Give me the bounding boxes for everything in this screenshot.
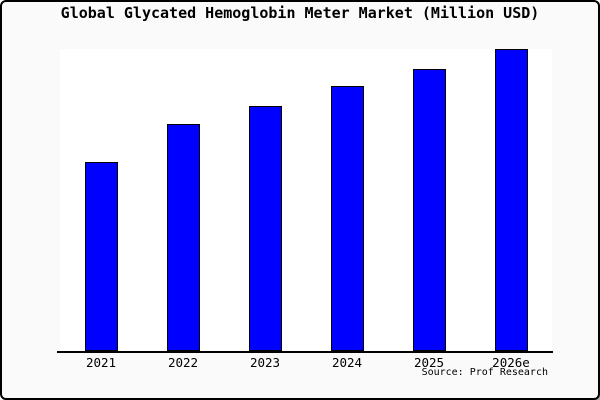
chart-title: Global Glycated Hemoglobin Meter Market … <box>60 4 540 22</box>
bar-2022 <box>166 124 200 351</box>
bar-2025 <box>412 69 446 351</box>
x-tick-label-2026e: 2026e <box>492 355 530 370</box>
x-axis-line <box>57 351 553 353</box>
x-tick-label-2024: 2024 <box>331 355 363 370</box>
bar-2021 <box>84 162 118 351</box>
x-tick-label-2022: 2022 <box>167 355 199 370</box>
x-tick-label-2025: 2025 <box>413 355 445 370</box>
bar-2024 <box>330 86 364 351</box>
bar-2023 <box>248 106 282 351</box>
bar-2026e <box>494 49 528 351</box>
source-label: Source: Prof Research <box>421 367 548 378</box>
plot-area <box>60 49 552 351</box>
x-tick-label-2023: 2023 <box>249 355 281 370</box>
x-tick-label-2021: 2021 <box>85 355 117 370</box>
